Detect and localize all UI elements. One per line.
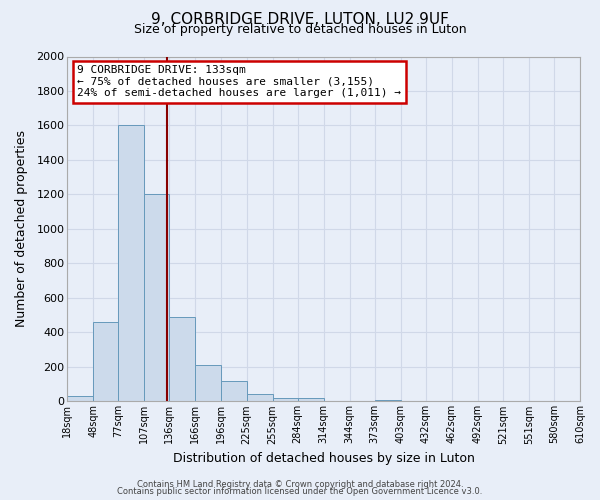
- Bar: [272, 398, 298, 402]
- Text: 9 CORBRIDGE DRIVE: 133sqm
← 75% of detached houses are smaller (3,155)
24% of se: 9 CORBRIDGE DRIVE: 133sqm ← 75% of detac…: [77, 65, 401, 98]
- Text: Size of property relative to detached houses in Luton: Size of property relative to detached ho…: [134, 24, 466, 36]
- X-axis label: Distribution of detached houses by size in Luton: Distribution of detached houses by size …: [173, 452, 475, 465]
- Text: 9, CORBRIDGE DRIVE, LUTON, LU2 9UF: 9, CORBRIDGE DRIVE, LUTON, LU2 9UF: [151, 12, 449, 28]
- Bar: [452, 400, 478, 402]
- Bar: [67, 396, 93, 402]
- Bar: [169, 317, 196, 402]
- Bar: [401, 400, 426, 402]
- Bar: [375, 400, 401, 402]
- Bar: [247, 394, 272, 402]
- Text: Contains public sector information licensed under the Open Government Licence v3: Contains public sector information licen…: [118, 487, 482, 496]
- Bar: [118, 126, 145, 402]
- Bar: [145, 194, 169, 402]
- Bar: [298, 398, 323, 402]
- Bar: [426, 400, 452, 402]
- Bar: [93, 322, 118, 402]
- Y-axis label: Number of detached properties: Number of detached properties: [15, 130, 28, 328]
- Text: Contains HM Land Registry data © Crown copyright and database right 2024.: Contains HM Land Registry data © Crown c…: [137, 480, 463, 489]
- Bar: [196, 365, 221, 402]
- Bar: [221, 380, 247, 402]
